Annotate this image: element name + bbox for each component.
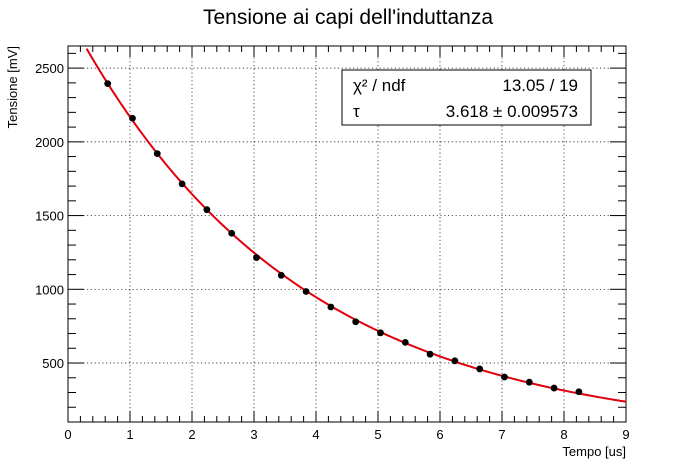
x-tick-label: 2 bbox=[188, 427, 195, 442]
x-tick-label: 5 bbox=[374, 427, 381, 442]
x-tick-label: 4 bbox=[312, 427, 319, 442]
data-point bbox=[302, 288, 310, 295]
x-tick-label: 8 bbox=[560, 427, 567, 442]
data-point bbox=[129, 114, 136, 122]
stats-box: χ² / ndf 13.05 / 19 τ 3.618 ± 0.009573 bbox=[341, 69, 592, 126]
plot-frame bbox=[67, 45, 627, 423]
stats-box-frame bbox=[341, 69, 592, 126]
data-point bbox=[153, 150, 161, 158]
data-point bbox=[501, 373, 508, 381]
y-tick-label: 1500 bbox=[35, 209, 64, 224]
data-point bbox=[253, 254, 260, 261]
data-points bbox=[104, 80, 583, 396]
data-point bbox=[104, 80, 112, 87]
y-tick-label: 2500 bbox=[35, 61, 64, 76]
data-point bbox=[203, 206, 211, 214]
x-tick-label: 3 bbox=[250, 427, 257, 442]
data-point bbox=[178, 180, 186, 188]
y-tick-label: 1000 bbox=[35, 282, 64, 297]
data-point bbox=[451, 357, 459, 365]
data-point bbox=[550, 384, 558, 392]
x-axis-title: Tempo [us] bbox=[562, 444, 626, 459]
data-point bbox=[525, 378, 533, 386]
stats-label-chi2: χ² / ndf bbox=[353, 76, 406, 95]
data-point bbox=[401, 338, 409, 346]
y-tick-label: 500 bbox=[42, 356, 64, 371]
y-axis-title: Tensione [mV] bbox=[5, 46, 20, 128]
data-point bbox=[575, 388, 583, 396]
data-point bbox=[377, 329, 384, 337]
x-tick-label: 9 bbox=[622, 427, 629, 442]
chart-title: Tensione ai capi dell'induttanza bbox=[203, 6, 493, 29]
data-point bbox=[228, 229, 236, 237]
x-axis: 0 1 2 3 4 5 6 7 8 9 bbox=[64, 46, 630, 442]
stats-label-tau: τ bbox=[353, 102, 360, 121]
y-tick-label: 2000 bbox=[35, 135, 64, 150]
stats-value-tau: 3.618 ± 0.009573 bbox=[446, 102, 578, 121]
data-point bbox=[476, 365, 484, 373]
data-point bbox=[426, 350, 434, 358]
data-point bbox=[327, 303, 335, 311]
x-tick-label: 0 bbox=[64, 427, 71, 442]
stats-value-chi2: 13.05 / 19 bbox=[502, 76, 578, 95]
data-point bbox=[277, 271, 285, 279]
x-tick-label: 6 bbox=[436, 427, 443, 442]
y-axis: 500 1000 1500 2000 2500 bbox=[35, 52, 626, 408]
x-tick-label: 7 bbox=[498, 427, 505, 442]
data-point bbox=[352, 318, 360, 326]
x-tick-label: 1 bbox=[126, 427, 133, 442]
